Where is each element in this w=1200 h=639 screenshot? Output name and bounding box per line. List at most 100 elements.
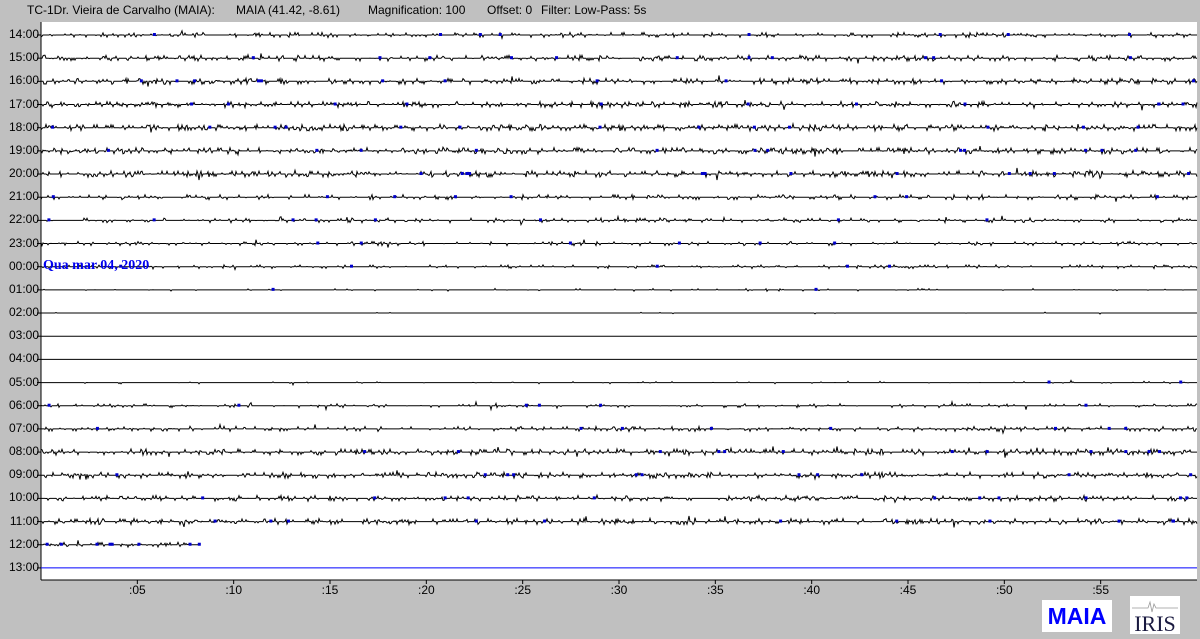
trace-marker (363, 450, 366, 453)
trace-marker (510, 56, 513, 59)
trace-marker (285, 126, 288, 129)
trace-marker (214, 520, 217, 523)
trace-marker (543, 520, 546, 523)
trace-marker (759, 242, 762, 245)
trace-marker (252, 56, 255, 59)
trace-marker (748, 56, 751, 59)
trace-marker (1007, 33, 1010, 36)
trace-marker (599, 404, 602, 407)
trace-marker (1117, 520, 1120, 523)
trace-marker (846, 265, 849, 268)
trace-marker (833, 242, 836, 245)
trace-marker (1054, 427, 1057, 430)
trace-marker (710, 427, 713, 430)
row-label: 05:00 (0, 375, 39, 389)
row-label: 12:00 (0, 537, 39, 551)
trace-marker (1158, 450, 1161, 453)
trace-marker (274, 126, 277, 129)
trace-marker (678, 242, 681, 245)
trace-marker (189, 543, 192, 546)
trace-marker (939, 33, 942, 36)
trace-marker (600, 103, 603, 106)
trace-marker (510, 195, 513, 198)
trace-marker (198, 543, 201, 546)
trace-marker (555, 56, 558, 59)
row-label: 14:00 (0, 27, 39, 41)
trace-marker (860, 473, 863, 476)
row-label: 03:00 (0, 328, 39, 342)
trace-marker (753, 149, 756, 152)
trace-marker (1089, 450, 1092, 453)
trace-marker (374, 218, 377, 221)
trace-marker (704, 172, 707, 175)
trace-marker (439, 33, 442, 36)
trace-marker (888, 265, 891, 268)
trace-marker (539, 218, 542, 221)
maia-logo: MAIA (1042, 600, 1112, 632)
trace-marker (1082, 126, 1085, 129)
row-label: 17:00 (0, 97, 39, 111)
trace-marker (287, 520, 290, 523)
trace-marker (1068, 473, 1071, 476)
trace-marker (350, 265, 353, 268)
trace-marker (475, 520, 478, 523)
trace-marker (381, 79, 384, 82)
trace-marker (153, 218, 156, 221)
row-label: 19:00 (0, 143, 39, 157)
trace-marker (593, 496, 596, 499)
trace-marker (816, 473, 819, 476)
trace-marker (51, 126, 54, 129)
trace-marker (1179, 381, 1182, 384)
row-label: 08:00 (0, 444, 39, 458)
trace-marker (111, 543, 114, 546)
trace-marker (334, 103, 337, 106)
trace-marker (905, 195, 908, 198)
trace-marker (656, 265, 659, 268)
row-label: 15:00 (0, 50, 39, 64)
trace-marker (940, 79, 943, 82)
trace-marker (933, 496, 936, 499)
trace-marker (1085, 496, 1088, 499)
trace-marker (193, 79, 196, 82)
trace-marker (153, 33, 156, 36)
trace-marker (140, 79, 143, 82)
trace-marker (46, 543, 49, 546)
svg-text:IRIS: IRIS (1134, 611, 1176, 634)
trace-marker (1182, 103, 1185, 106)
trace-marker (815, 288, 818, 291)
trace-marker (1134, 149, 1137, 152)
trace-marker (829, 427, 832, 430)
row-label: 22:00 (0, 212, 39, 226)
trace-marker (779, 520, 782, 523)
trace-marker (753, 126, 756, 129)
trace-marker (1108, 427, 1111, 430)
trace-marker (475, 149, 478, 152)
iris-logo: IRIS (1130, 596, 1180, 634)
trace-marker (315, 218, 318, 221)
trace-marker (115, 473, 118, 476)
trace-marker (1100, 149, 1103, 152)
trace-marker (697, 126, 700, 129)
trace-marker (467, 496, 470, 499)
trace-marker (190, 103, 193, 106)
trace-marker (717, 450, 720, 453)
trace-marker (988, 520, 991, 523)
trace-marker (855, 103, 858, 106)
trace-marker (963, 149, 966, 152)
trace-marker (458, 126, 461, 129)
trace-marker (1029, 172, 1032, 175)
x-tick-label: :55 (1092, 583, 1109, 597)
trace-marker (964, 103, 967, 106)
x-tick-label: :30 (611, 583, 628, 597)
trace-marker (454, 195, 457, 198)
trace-marker (1156, 195, 1159, 198)
x-tick-label: :20 (418, 583, 435, 597)
row-label: 06:00 (0, 398, 39, 412)
row-label: 16:00 (0, 73, 39, 87)
trace-marker (569, 242, 572, 245)
row-label: 01:00 (0, 282, 39, 296)
trace-marker (1189, 473, 1192, 476)
trace-marker (373, 496, 376, 499)
trace-marker (640, 473, 643, 476)
